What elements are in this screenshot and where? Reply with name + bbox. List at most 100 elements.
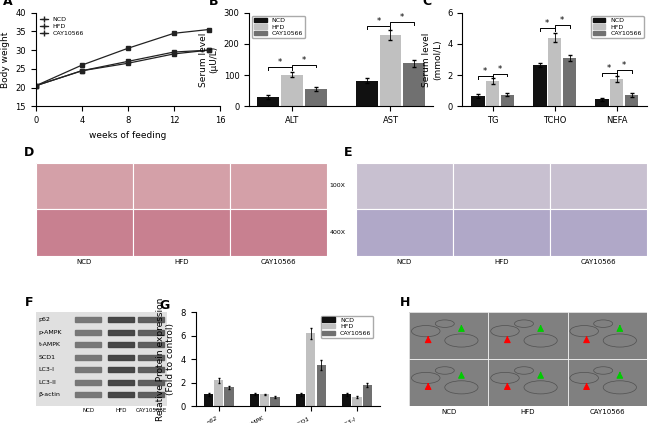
Bar [409, 359, 488, 406]
Y-axis label: Serum level
(μU/L): Serum level (μU/L) [198, 32, 218, 87]
Bar [214, 380, 224, 406]
Bar [75, 392, 101, 398]
CAY10566 [170, 49, 178, 55]
Bar [108, 317, 134, 322]
Text: p62: p62 [38, 317, 50, 322]
Bar [356, 209, 453, 256]
Bar [133, 162, 229, 209]
Bar [356, 81, 378, 106]
HFD [205, 27, 213, 32]
Bar [138, 355, 164, 360]
Text: 12000X: 12000X [649, 380, 650, 385]
Text: *: * [278, 58, 282, 67]
Bar [363, 385, 372, 406]
Bar [550, 162, 647, 209]
NCD [124, 61, 132, 66]
Text: CAY10566: CAY10566 [590, 409, 625, 415]
Text: *: * [400, 13, 404, 22]
Bar [229, 209, 327, 256]
Bar [75, 367, 101, 372]
NCD [205, 48, 213, 53]
Text: HFD: HFD [115, 408, 127, 413]
Bar [352, 397, 361, 406]
Bar [75, 317, 101, 322]
Bar [343, 394, 352, 406]
Legend: NCD, HFD, CAY10566: NCD, HFD, CAY10566 [591, 16, 644, 38]
Bar [138, 330, 164, 335]
Bar [108, 330, 134, 335]
Bar [138, 317, 164, 322]
Bar [488, 313, 567, 359]
Bar [625, 95, 638, 106]
Line: NCD: NCD [34, 48, 210, 88]
Text: *: * [302, 55, 306, 65]
Bar [36, 162, 133, 209]
Text: LC3-I: LC3-I [38, 367, 55, 372]
Bar [595, 99, 608, 106]
Text: β-actin: β-actin [38, 393, 60, 397]
Text: NCD: NCD [77, 259, 92, 265]
Bar [533, 65, 547, 106]
Bar [500, 95, 514, 106]
Bar [36, 209, 133, 256]
Text: SCD1: SCD1 [38, 355, 55, 360]
NCD [170, 51, 178, 56]
Text: E: E [344, 146, 353, 159]
Y-axis label: Relative Protein expression
(Fold to control): Relative Protein expression (Fold to con… [156, 297, 175, 421]
Bar [488, 359, 567, 406]
Text: H: H [400, 296, 410, 309]
Bar [567, 359, 647, 406]
Text: CAY10566: CAY10566 [261, 259, 296, 265]
Bar [550, 209, 647, 256]
NCD [32, 83, 40, 88]
Text: D: D [24, 146, 34, 159]
Bar [453, 162, 550, 209]
Bar [257, 97, 280, 106]
Text: 400X: 400X [330, 230, 346, 235]
Bar [108, 392, 134, 398]
HFD [32, 83, 40, 88]
Text: p-AMPK: p-AMPK [38, 330, 62, 335]
Bar [403, 63, 425, 106]
Legend: NCD, HFD, CAY10566: NCD, HFD, CAY10566 [320, 316, 373, 338]
Bar [317, 365, 326, 406]
Text: 6000X: 6000X [649, 333, 650, 338]
Bar [281, 74, 303, 106]
Bar [563, 58, 577, 106]
Bar [409, 313, 488, 359]
NCD [78, 68, 86, 73]
Bar [229, 162, 327, 209]
Text: *: * [376, 17, 381, 26]
Bar [261, 394, 270, 406]
Bar [133, 209, 229, 256]
Bar [108, 342, 134, 347]
Text: *: * [622, 61, 626, 71]
CAY10566 [32, 83, 40, 88]
Bar [138, 367, 164, 372]
CAY10566 [124, 59, 132, 64]
CAY10566 [205, 48, 213, 53]
Bar [75, 330, 101, 335]
Bar [75, 355, 101, 360]
Text: LC3-II: LC3-II [38, 380, 57, 385]
Bar [486, 81, 499, 106]
Text: *: * [560, 16, 564, 25]
Legend: NCD, HFD, CAY10566: NCD, HFD, CAY10566 [252, 16, 305, 38]
HFD [78, 63, 86, 68]
Bar [548, 38, 562, 106]
Bar [380, 35, 401, 106]
Text: *: * [483, 67, 488, 76]
Y-axis label: Serum level
(mmol/L): Serum level (mmol/L) [422, 32, 442, 87]
HFD [170, 31, 178, 36]
Bar [296, 394, 306, 406]
Bar [75, 380, 101, 385]
Bar [305, 89, 326, 106]
Text: HFD: HFD [521, 409, 535, 415]
Text: CAY10566: CAY10566 [580, 259, 616, 265]
Text: NCD: NCD [82, 408, 94, 413]
Text: NCD: NCD [441, 409, 456, 415]
Bar [138, 342, 164, 347]
Text: C: C [422, 0, 431, 8]
Bar [224, 387, 233, 406]
Text: 100X: 100X [330, 184, 346, 189]
